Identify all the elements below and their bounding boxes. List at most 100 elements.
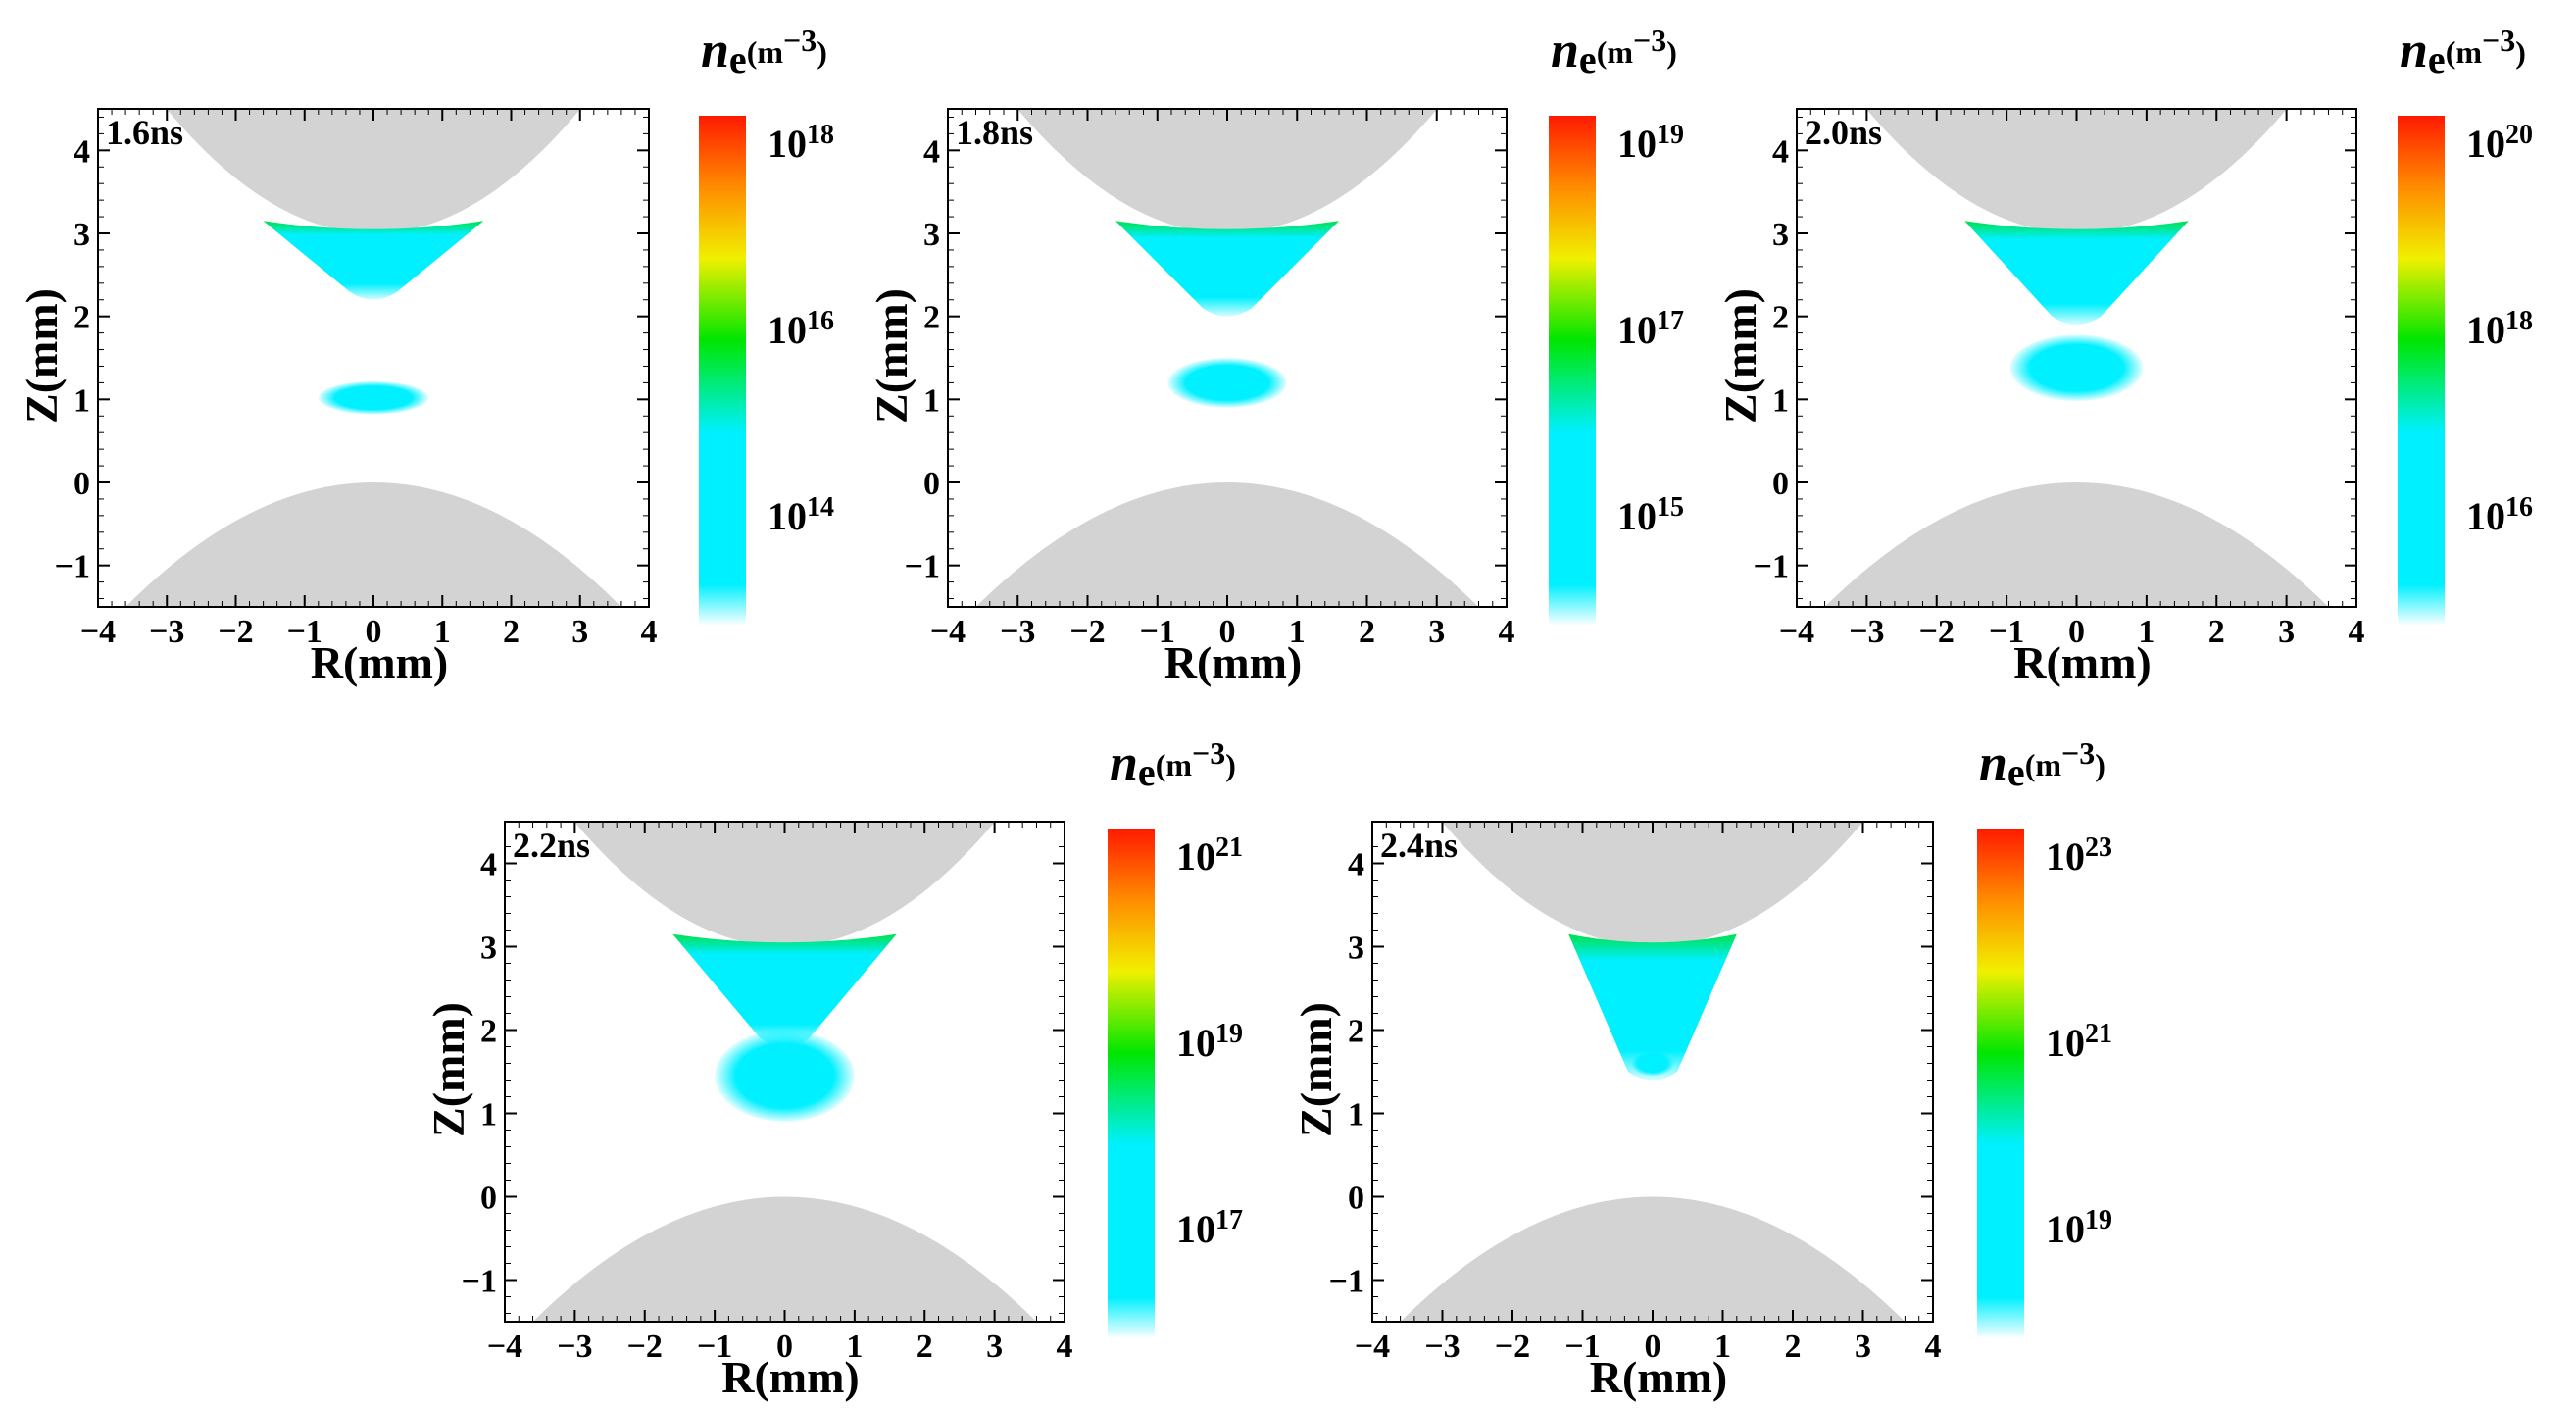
x-tick-label: 2 bbox=[2208, 614, 2225, 650]
y-axis-title: Z(mm) bbox=[867, 288, 916, 424]
x-tick-label: −4 bbox=[1355, 1329, 1390, 1365]
colorbar: ne(m−3) 1019 1017 1015 bbox=[1549, 23, 1684, 626]
plot-area bbox=[948, 109, 1507, 607]
x-tick-label: −4 bbox=[1779, 614, 1814, 650]
plot-area bbox=[505, 822, 1065, 1322]
y-tick-label: 2 bbox=[1348, 1014, 1364, 1050]
x-tick-label: −4 bbox=[80, 614, 116, 650]
y-tick-label: −1 bbox=[905, 549, 940, 585]
plasma-lower-blob bbox=[2009, 334, 2144, 402]
y-tick-label: 3 bbox=[74, 217, 90, 253]
y-tick-label: 0 bbox=[923, 466, 940, 502]
y-tick-label: −1 bbox=[462, 1264, 497, 1300]
panel-1: 1.6ns −4 −3 −2 −1 0 1 2 3 4 −1 0 1 2 3 4 R(mm) Z(mm) ne(m−… bbox=[17, 23, 834, 687]
y-axis-title: Z(mm) bbox=[1715, 288, 1765, 424]
panel-3: 2.0ns −4 −3 −2 −1 0 1 2 3 4 −1 0 1 2 3 4 R(mm) Z(mm) ne(m−… bbox=[1715, 23, 2533, 687]
x-tick-label: 3 bbox=[1428, 614, 1445, 650]
x-tick-label: 2 bbox=[503, 614, 520, 650]
y-tick-label: 0 bbox=[1348, 1181, 1364, 1217]
x-tick-label: −2 bbox=[1919, 614, 1955, 650]
colorbar-title: ne(m−3) bbox=[1979, 735, 2105, 794]
plasma-lower-blob bbox=[1631, 1050, 1674, 1077]
x-tick-label: 3 bbox=[2278, 614, 2295, 650]
colorbar-level-label: 1018 bbox=[2466, 306, 2533, 352]
lower-electrode bbox=[1824, 482, 2329, 607]
lower-electrode bbox=[975, 482, 1479, 607]
colorbar-level-label: 1021 bbox=[1176, 832, 1243, 879]
lower-electrode bbox=[1400, 1196, 1906, 1322]
y-tick-label: 4 bbox=[480, 847, 497, 883]
x-tick-label: −4 bbox=[487, 1329, 522, 1365]
panel-5: 2.4ns −4 −3 −2 −1 0 1 2 3 4 −1 0 1 2 3 4 R(mm) Z(mm) ne(m−… bbox=[1291, 735, 2112, 1402]
y-tick-label: 1 bbox=[923, 382, 940, 419]
x-tick-label: 4 bbox=[641, 614, 658, 650]
x-tick-label: −3 bbox=[149, 614, 184, 650]
upper-electrode bbox=[1442, 822, 1863, 947]
x-tick-label: −1 bbox=[1140, 614, 1175, 650]
colorbar-level-label: 1015 bbox=[1617, 492, 1684, 538]
x-tick-label: −3 bbox=[1000, 614, 1035, 650]
x-axis-title: R(mm) bbox=[311, 637, 449, 687]
y-tick-label: 4 bbox=[1772, 133, 1789, 170]
y-tick-label: 2 bbox=[1772, 300, 1789, 336]
colorbar-level-label: 1023 bbox=[2046, 832, 2112, 879]
colorbar-gradient bbox=[1549, 116, 1596, 626]
panel-time-label: 1.6ns bbox=[106, 113, 183, 152]
x-tick-label: 0 bbox=[1219, 614, 1236, 650]
colorbar-level-label: 1017 bbox=[1176, 1205, 1243, 1251]
colorbar: ne(m−3) 1018 1016 1014 bbox=[699, 23, 834, 626]
x-tick-label: 1 bbox=[2138, 614, 2155, 650]
x-tick-label: −1 bbox=[287, 614, 322, 650]
plasma-upper-cone bbox=[1964, 221, 2189, 326]
colorbar-title: ne(m−3) bbox=[701, 23, 827, 81]
y-tick-label: 2 bbox=[74, 300, 90, 336]
x-tick-label: −1 bbox=[697, 1329, 732, 1365]
x-tick-label: −2 bbox=[627, 1329, 663, 1365]
panel-time-label: 2.2ns bbox=[513, 826, 590, 865]
panel-time-label: 1.8ns bbox=[956, 113, 1033, 152]
y-tick-label: 4 bbox=[923, 133, 940, 170]
colorbar-title: ne(m−3) bbox=[1551, 23, 1677, 81]
plasma-upper-cone bbox=[1568, 933, 1737, 1081]
panel-2: 1.8ns −4 −3 −2 −1 0 1 2 3 4 −1 0 1 2 3 4 R(mm) Z(mm) ne(m−… bbox=[867, 23, 1684, 687]
y-axis-title: Z(mm) bbox=[423, 1002, 473, 1137]
x-tick-label: 3 bbox=[986, 1329, 1003, 1365]
x-axis-title: R(mm) bbox=[1590, 1352, 1728, 1402]
colorbar-level-label: 1019 bbox=[2046, 1205, 2112, 1251]
lower-electrode bbox=[532, 1196, 1037, 1322]
x-tick-label: 1 bbox=[1289, 614, 1306, 650]
x-tick-label: 1 bbox=[1714, 1329, 1731, 1365]
x-tick-label: 1 bbox=[846, 1329, 863, 1365]
plasma-lower-blob bbox=[1167, 358, 1287, 408]
colorbar-title: ne(m−3) bbox=[2400, 23, 2526, 81]
panel-4: 2.2ns −4 −3 −2 −1 0 1 2 3 4 −1 0 1 2 3 4 R(mm) Z(mm) ne(m−… bbox=[423, 735, 1243, 1402]
colorbar-level-label: 1017 bbox=[1617, 306, 1684, 352]
colorbar-level-label: 1018 bbox=[768, 120, 834, 166]
y-tick-label: 3 bbox=[1772, 217, 1789, 253]
x-tick-label: 2 bbox=[1785, 1329, 1802, 1365]
x-tick-label: 0 bbox=[2068, 614, 2085, 650]
x-tick-label: 2 bbox=[1359, 614, 1375, 650]
x-axis-title: R(mm) bbox=[2013, 637, 2152, 687]
plasma-upper-cone bbox=[1115, 221, 1339, 317]
plasma-upper-cone bbox=[672, 933, 897, 1047]
x-tick-label: 0 bbox=[1645, 1329, 1661, 1365]
plot-area bbox=[98, 109, 649, 607]
y-tick-label: 3 bbox=[480, 931, 497, 967]
colorbar-gradient bbox=[1108, 829, 1155, 1338]
colorbar-level-label: 1021 bbox=[2046, 1019, 2112, 1065]
y-tick-label: 4 bbox=[74, 133, 90, 170]
x-tick-label: −3 bbox=[1424, 1329, 1460, 1365]
colorbar-gradient bbox=[1977, 829, 2024, 1338]
x-tick-label: −3 bbox=[557, 1329, 592, 1365]
plasma-upper-cone bbox=[263, 221, 484, 300]
lower-electrode bbox=[125, 482, 621, 607]
panel-time-label: 2.4ns bbox=[1380, 826, 1458, 865]
x-tick-label: 4 bbox=[1499, 614, 1515, 650]
x-tick-label: −2 bbox=[1495, 1329, 1530, 1365]
colorbar: ne(m−3) 1023 1021 1019 bbox=[1977, 735, 2112, 1338]
y-tick-label: 2 bbox=[480, 1014, 497, 1050]
plot-area bbox=[1372, 822, 1933, 1322]
y-tick-label: 0 bbox=[1772, 466, 1789, 502]
